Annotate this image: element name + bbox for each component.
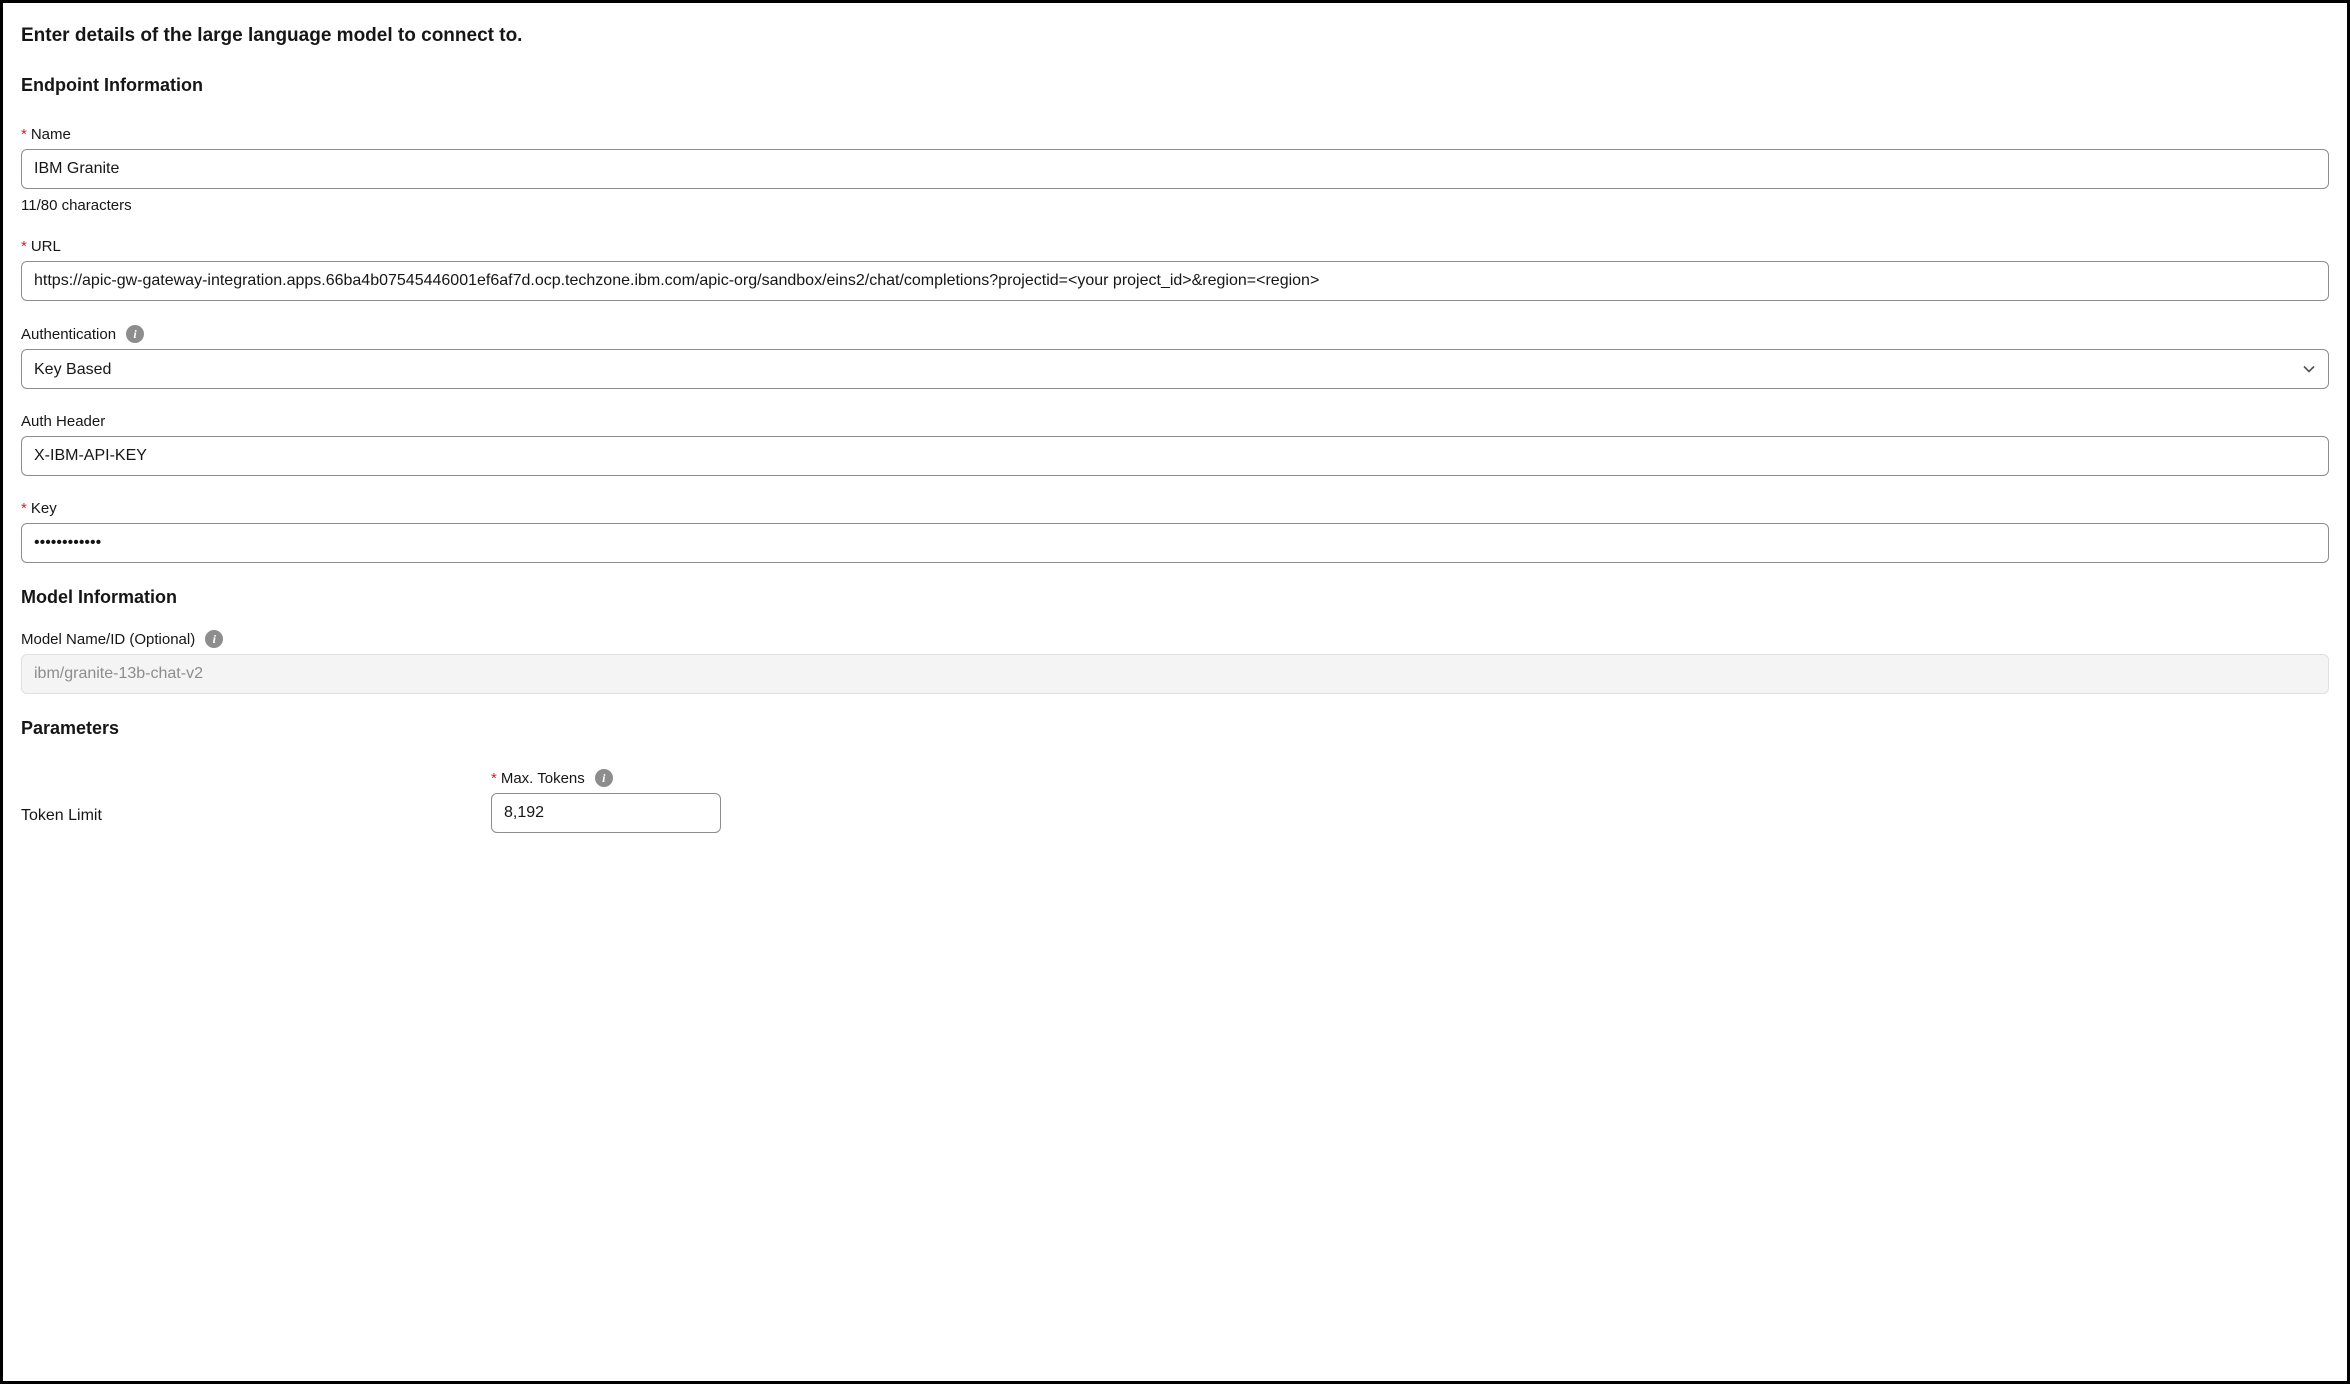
auth-header-input[interactable] (21, 436, 2329, 476)
name-input[interactable] (21, 149, 2329, 189)
auth-header-label-row: Auth Header (21, 413, 2329, 430)
token-limit-row-label: Token Limit (21, 807, 102, 824)
required-star: * (21, 126, 27, 143)
model-name-field: Model Name/ID (Optional) i (21, 630, 2329, 694)
authentication-field: Authentication i Key Based (21, 325, 2329, 389)
auth-header-label: Auth Header (21, 413, 105, 430)
token-limit-label-col: Token Limit (21, 807, 491, 833)
max-tokens-label: Max. Tokens (501, 770, 585, 787)
url-input[interactable] (21, 261, 2329, 301)
name-helper: 11/80 characters (21, 197, 2329, 214)
key-label: Key (31, 500, 57, 517)
token-limit-input-col: * Max. Tokens i (491, 769, 721, 833)
required-star: * (491, 770, 497, 787)
endpoint-section-title: Endpoint Information (21, 75, 2329, 96)
model-section-title: Model Information (21, 587, 2329, 608)
url-label-row: * URL (21, 238, 2329, 255)
auth-header-field: Auth Header (21, 413, 2329, 476)
authentication-select-wrap: Key Based (21, 349, 2329, 389)
info-icon[interactable]: i (126, 325, 144, 343)
model-name-input (21, 654, 2329, 694)
key-input[interactable] (21, 523, 2329, 563)
model-name-label: Model Name/ID (Optional) (21, 631, 195, 648)
name-field: * Name 11/80 characters (21, 126, 2329, 214)
authentication-label: Authentication (21, 326, 116, 343)
authentication-label-row: Authentication i (21, 325, 2329, 343)
name-label-row: * Name (21, 126, 2329, 143)
form-container: Enter details of the large language mode… (0, 0, 2350, 1384)
info-icon[interactable]: i (205, 630, 223, 648)
required-star: * (21, 500, 27, 517)
parameters-section-title: Parameters (21, 718, 2329, 739)
info-icon[interactable]: i (595, 769, 613, 787)
page-heading: Enter details of the large language mode… (21, 25, 2329, 47)
authentication-select[interactable]: Key Based (21, 349, 2329, 389)
model-name-label-row: Model Name/ID (Optional) i (21, 630, 2329, 648)
url-field: * URL (21, 238, 2329, 301)
url-label: URL (31, 238, 61, 255)
max-tokens-input[interactable] (491, 793, 721, 833)
token-limit-row: Token Limit * Max. Tokens i (21, 769, 2329, 833)
max-tokens-label-row: * Max. Tokens i (491, 769, 721, 787)
key-field: * Key (21, 500, 2329, 563)
required-star: * (21, 238, 27, 255)
key-label-row: * Key (21, 500, 2329, 517)
name-label: Name (31, 126, 71, 143)
